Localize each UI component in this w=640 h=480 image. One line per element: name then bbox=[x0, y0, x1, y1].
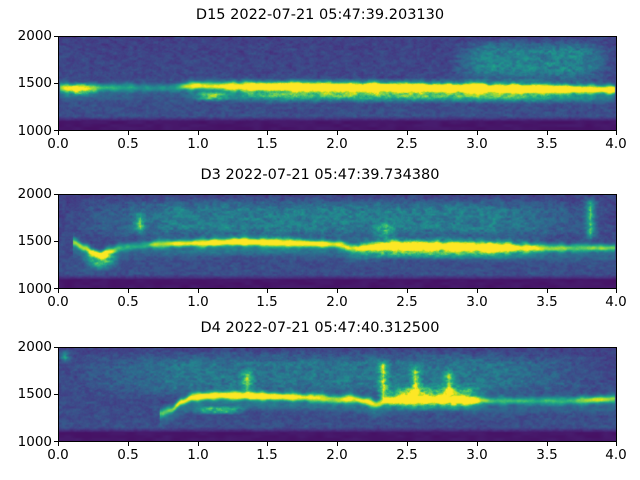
xtick-mark-1-6 bbox=[477, 131, 479, 135]
xtick-label-2-3: 1.5 bbox=[256, 294, 278, 310]
xtick-mark-3-2 bbox=[198, 442, 200, 446]
xtick-mark-2-3 bbox=[267, 289, 269, 293]
xtick-mark-3-8 bbox=[616, 442, 618, 446]
ytick-label-3-1000: 1000 bbox=[17, 434, 52, 450]
xtick-mark-3-6 bbox=[477, 442, 479, 446]
xtick-mark-3-7 bbox=[547, 442, 549, 446]
xtick-mark-3-4 bbox=[337, 442, 339, 446]
ytick-mark-1-2000 bbox=[54, 36, 58, 38]
xtick-label-1-0: 0.0 bbox=[47, 136, 69, 152]
ytick-mark-3-2000 bbox=[54, 347, 58, 349]
xtick-label-3-2: 1.0 bbox=[187, 447, 209, 463]
xtick-label-2-8: 4.0 bbox=[605, 294, 627, 310]
ytick-label-2-1500: 1500 bbox=[17, 233, 52, 249]
ytick-label-1-1500: 1500 bbox=[17, 75, 52, 91]
plot-area-2 bbox=[58, 194, 617, 289]
xtick-mark-1-7 bbox=[547, 131, 549, 135]
xtick-mark-3-3 bbox=[267, 442, 269, 446]
xtick-label-3-1: 0.5 bbox=[117, 447, 139, 463]
ytick-label-3-1500: 1500 bbox=[17, 386, 52, 402]
spectrogram-image-3 bbox=[59, 348, 616, 441]
xtick-mark-1-1 bbox=[128, 131, 130, 135]
spectrogram-panel-1: D15 2022-07-21 05:47:39.203130 2000 1500… bbox=[0, 0, 640, 160]
xtick-label-1-2: 1.0 bbox=[187, 136, 209, 152]
ytick-label-3-2000: 2000 bbox=[17, 339, 52, 355]
xtick-mark-1-2 bbox=[198, 131, 200, 135]
xtick-mark-2-0 bbox=[58, 289, 60, 293]
ytick-label-1-1000: 1000 bbox=[17, 123, 52, 139]
xtick-mark-3-0 bbox=[58, 442, 60, 446]
xtick-label-1-4: 2.0 bbox=[326, 136, 348, 152]
xtick-label-3-3: 1.5 bbox=[256, 447, 278, 463]
xtick-label-2-0: 0.0 bbox=[47, 294, 69, 310]
xtick-mark-3-1 bbox=[128, 442, 130, 446]
ytick-mark-3-1500 bbox=[54, 394, 58, 396]
xtick-label-3-5: 2.5 bbox=[396, 447, 418, 463]
ytick-label-2-2000: 2000 bbox=[17, 186, 52, 202]
xtick-label-1-3: 1.5 bbox=[256, 136, 278, 152]
ytick-mark-2-1500 bbox=[54, 241, 58, 243]
panel-title-1: D15 2022-07-21 05:47:39.203130 bbox=[195, 7, 445, 23]
xtick-mark-2-8 bbox=[616, 289, 618, 293]
xtick-label-3-8: 4.0 bbox=[605, 447, 627, 463]
xtick-mark-3-5 bbox=[407, 442, 409, 446]
xtick-mark-2-1 bbox=[128, 289, 130, 293]
ytick-mark-1-1000 bbox=[54, 130, 58, 132]
xtick-mark-1-5 bbox=[407, 131, 409, 135]
spectrogram-panel-2: D3 2022-07-21 05:47:39.734380 2000 1500 … bbox=[0, 0, 640, 310]
ytick-mark-2-2000 bbox=[54, 194, 58, 196]
spectrogram-image-2 bbox=[59, 195, 616, 288]
xtick-mark-2-4 bbox=[337, 289, 339, 293]
panel-title-3: D4 2022-07-21 05:47:40.312500 bbox=[200, 320, 440, 336]
xtick-mark-2-6 bbox=[477, 289, 479, 293]
panel-title-2: D3 2022-07-21 05:47:39.734380 bbox=[200, 167, 440, 183]
xtick-label-2-5: 2.5 bbox=[396, 294, 418, 310]
xtick-mark-2-5 bbox=[407, 289, 409, 293]
xtick-label-3-0: 0.0 bbox=[47, 447, 69, 463]
ytick-mark-1-1500 bbox=[54, 83, 58, 85]
ytick-mark-2-1000 bbox=[54, 288, 58, 290]
xtick-label-1-8: 4.0 bbox=[605, 136, 627, 152]
spectrogram-image-1 bbox=[59, 37, 616, 130]
xtick-mark-2-2 bbox=[198, 289, 200, 293]
xtick-mark-1-0 bbox=[58, 131, 60, 135]
xtick-label-3-7: 3.5 bbox=[536, 447, 558, 463]
xtick-label-2-6: 3.0 bbox=[466, 294, 488, 310]
xtick-mark-2-7 bbox=[547, 289, 549, 293]
xtick-mark-1-3 bbox=[267, 131, 269, 135]
xtick-label-2-4: 2.0 bbox=[326, 294, 348, 310]
plot-area-1 bbox=[58, 36, 617, 131]
plot-area-3 bbox=[58, 347, 617, 442]
xtick-mark-1-8 bbox=[616, 131, 618, 135]
xtick-label-1-7: 3.5 bbox=[536, 136, 558, 152]
xtick-mark-1-4 bbox=[337, 131, 339, 135]
ytick-label-2-1000: 1000 bbox=[17, 281, 52, 297]
xtick-label-1-6: 3.0 bbox=[466, 136, 488, 152]
xtick-label-3-4: 2.0 bbox=[326, 447, 348, 463]
xtick-label-2-7: 3.5 bbox=[536, 294, 558, 310]
xtick-label-1-1: 0.5 bbox=[117, 136, 139, 152]
ytick-label-1-2000: 2000 bbox=[17, 28, 52, 44]
xtick-label-2-2: 1.0 bbox=[187, 294, 209, 310]
xtick-label-2-1: 0.5 bbox=[117, 294, 139, 310]
xtick-label-3-6: 3.0 bbox=[466, 447, 488, 463]
spectrogram-panel-3: D4 2022-07-21 05:47:40.312500 2000 1500 … bbox=[0, 0, 640, 463]
xtick-label-1-5: 2.5 bbox=[396, 136, 418, 152]
ytick-mark-3-1000 bbox=[54, 441, 58, 443]
